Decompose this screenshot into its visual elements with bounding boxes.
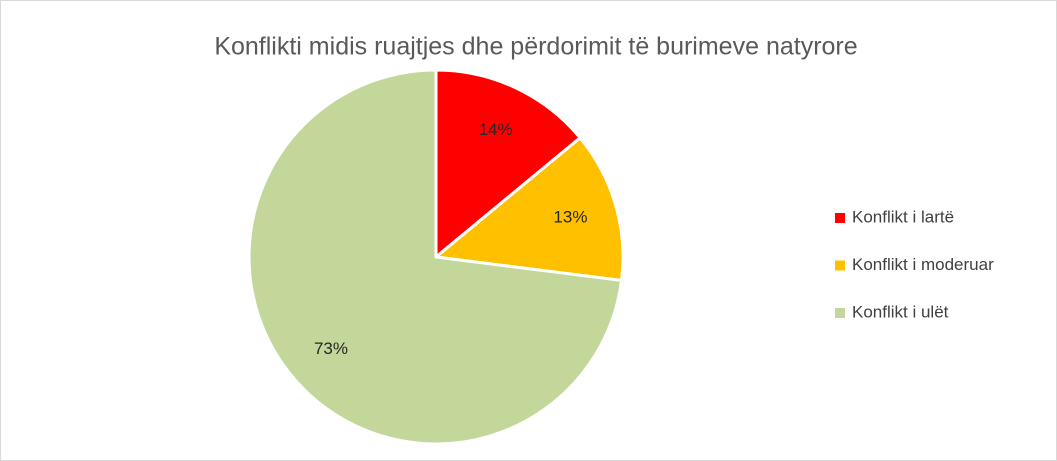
- data-label: 14%: [479, 120, 513, 139]
- chart-title: Konflikti midis ruajtjes dhe përdorimit …: [214, 33, 857, 61]
- legend-label: Konflikt i ulët: [852, 302, 949, 321]
- data-label: 73%: [314, 339, 348, 358]
- legend-swatch: [835, 260, 845, 271]
- legend-swatch: [835, 308, 845, 318]
- data-label: 13%: [553, 207, 587, 226]
- legend-label: Konflikt i moderuar: [852, 255, 994, 274]
- legend-label: Konflikt i lartë: [852, 207, 954, 226]
- pie-slice: [247, 68, 624, 446]
- pie-slice: [434, 68, 583, 261]
- legend-swatch: [835, 213, 845, 223]
- pie-slice: [432, 135, 625, 283]
